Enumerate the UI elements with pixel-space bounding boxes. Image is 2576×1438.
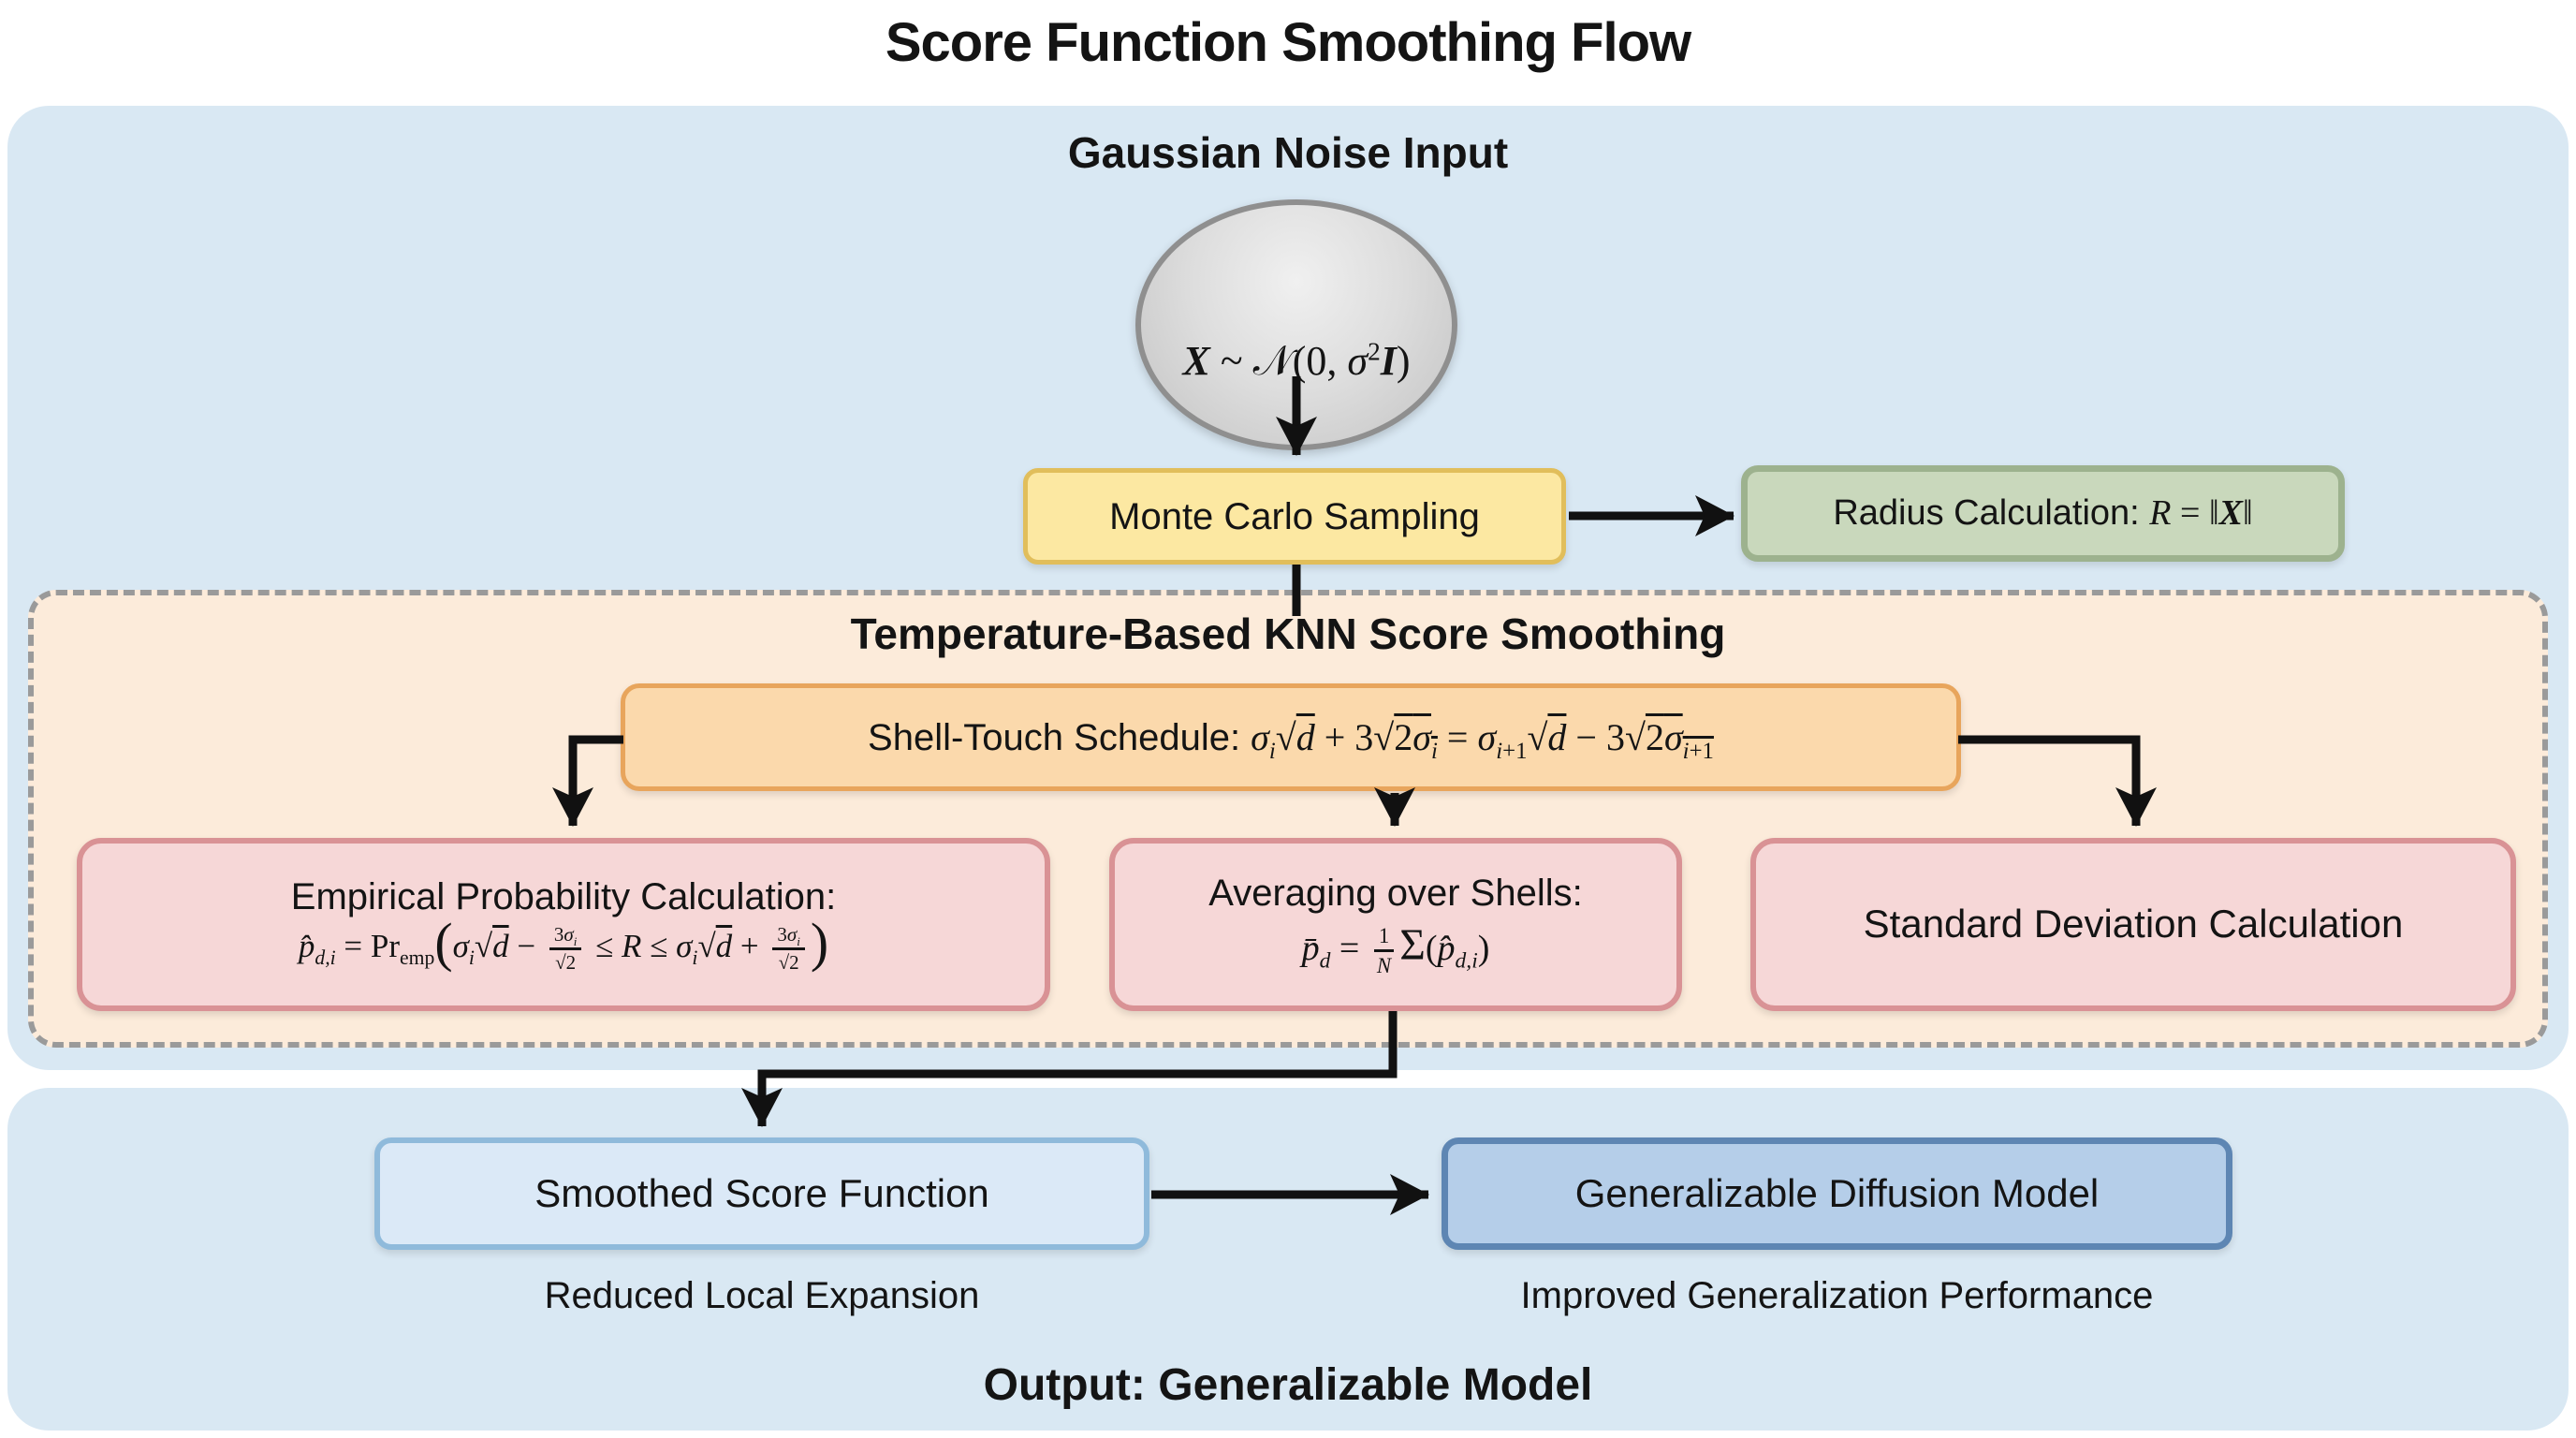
output-footer: Output: Generalizable Model <box>983 1360 1593 1410</box>
smoothed-caption: Reduced Local Expansion <box>544 1275 980 1316</box>
standard-deviation-label: Standard Deviation Calculation <box>1863 902 2404 946</box>
averaging-over-shells-node: Averaging over Shells: p̄d = 1 N Σ(p̂d,i) <box>1109 838 1682 1011</box>
empirical-probability-node: Empirical Probability Calculation: p̂d,i… <box>77 838 1050 1011</box>
knn-smoothing-heading: Temperature-Based KNN Score Smoothing <box>850 609 1726 658</box>
gaussian-noise-node: X ~ 𝒩(0, σ2I) <box>1135 199 1457 450</box>
page-title: Score Function Smoothing Flow <box>885 12 1691 73</box>
radius-calculation-label: Radius Calculation: R = ‖X‖ <box>1833 492 2253 533</box>
empirical-probability-title: Empirical Probability Calculation: <box>290 875 837 917</box>
standard-deviation-node: Standard Deviation Calculation <box>1750 838 2516 1011</box>
generalizable-diffusion-model-node: Generalizable Diffusion Model <box>1442 1137 2232 1250</box>
diffusion-caption: Improved Generalization Performance <box>1520 1275 2154 1316</box>
shell-touch-schedule-label: Shell-Touch Schedule: σi√d + 3√2σi = σi+… <box>868 715 1714 764</box>
monte-carlo-sampling-node: Monte Carlo Sampling <box>1023 468 1566 565</box>
averaging-formula: p̄d = 1 N Σ(p̂d,i) <box>1301 920 1490 978</box>
averaging-title: Averaging over Shells: <box>1208 872 1583 914</box>
smoothed-score-function-label: Smoothed Score Function <box>534 1170 989 1215</box>
shell-touch-schedule-node: Shell-Touch Schedule: σi√d + 3√2σi = σi+… <box>621 683 1961 791</box>
monte-carlo-label: Monte Carlo Sampling <box>1109 495 1480 537</box>
generalizable-diffusion-model-label: Generalizable Diffusion Model <box>1574 1170 2100 1215</box>
empirical-probability-formula: p̂d,i = Premp(σi√d − 3σi √2 ≤ R ≤ σi√d + … <box>298 913 829 974</box>
gaussian-formula: X ~ 𝒩(0, σ2I) <box>1182 336 1411 384</box>
smoothed-score-function-node: Smoothed Score Function <box>374 1137 1149 1250</box>
radius-calculation-node: Radius Calculation: R = ‖X‖ <box>1741 465 2345 562</box>
input-section-heading: Gaussian Noise Input <box>1067 128 1509 177</box>
